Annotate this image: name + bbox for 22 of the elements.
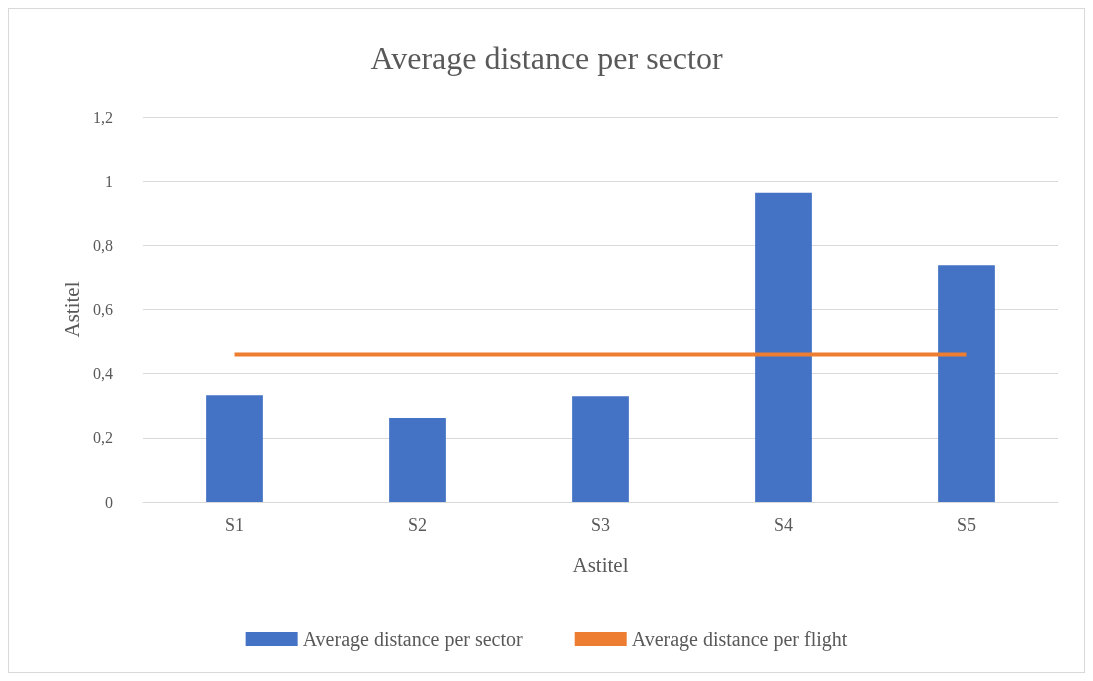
- y-tick-label: 1,2: [93, 108, 113, 126]
- x-axis-title: Astitel: [572, 552, 629, 577]
- bar: [206, 395, 263, 502]
- bar: [938, 265, 995, 502]
- legend-label: Average distance per sector: [302, 628, 524, 651]
- bar: [389, 417, 446, 502]
- y-tick-label: 0,8: [93, 236, 113, 254]
- y-tick-label: 0,6: [93, 301, 113, 318]
- chart-title: Average distance per sector: [370, 40, 723, 76]
- y-tick-label: 0: [105, 493, 113, 511]
- y-axis-title: Astitel: [59, 281, 84, 338]
- legend-label: Average distance per flight: [631, 628, 848, 651]
- y-tick-label: 0,4: [93, 365, 113, 383]
- bar: [755, 192, 812, 502]
- y-tick-label: 1: [105, 172, 113, 190]
- y-tick-label: 0,2: [93, 429, 113, 447]
- x-tick-label: S4: [773, 515, 794, 535]
- x-tick-label: S3: [590, 515, 611, 535]
- x-tick-label: S5: [956, 515, 977, 535]
- x-tick-label: S2: [407, 515, 428, 535]
- x-tick-label: S1: [224, 515, 245, 535]
- bar: [572, 396, 629, 502]
